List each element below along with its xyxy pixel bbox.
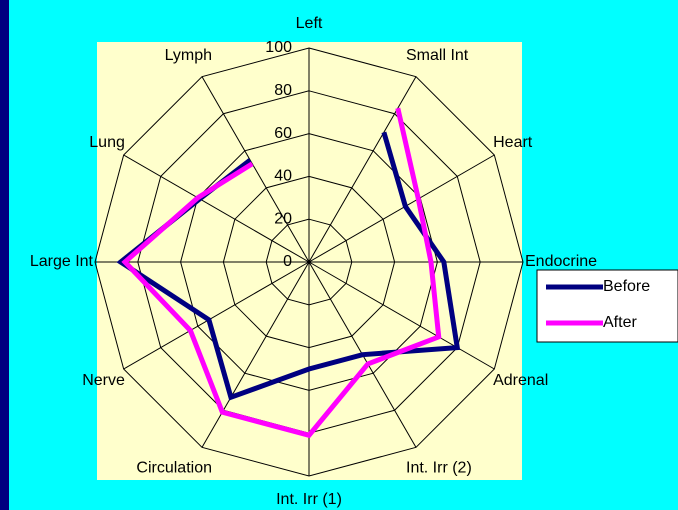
tick-label: 100 [265, 39, 292, 56]
legend-label: Before [603, 278, 650, 295]
legend-box [536, 269, 678, 343]
category-label: Large Int [30, 253, 94, 270]
spoke [201, 76, 310, 263]
edge-strip [0, 0, 9, 510]
spoke [123, 261, 310, 370]
spoke [201, 261, 310, 448]
category-label: Adrenal [493, 372, 548, 389]
category-label: Small Int [406, 47, 469, 64]
category-label: Lung [89, 134, 125, 151]
category-label: Circulation [136, 459, 212, 476]
spoke [123, 154, 310, 263]
spoke [308, 76, 417, 263]
tick-label: 0 [283, 253, 292, 270]
category-label: Int. Irr (1) [276, 491, 342, 508]
category-label: Endocrine [525, 253, 597, 270]
category-label: Heart [493, 134, 533, 151]
tick-label: 20 [274, 210, 292, 227]
category-label: Left [296, 15, 323, 32]
legend-label: After [603, 314, 637, 331]
tick-label: 80 [274, 82, 292, 99]
series-line [121, 107, 442, 439]
category-label: Nerve [82, 372, 125, 389]
spoke [308, 154, 495, 263]
spoke [308, 261, 495, 370]
category-label: Int. Irr (2) [406, 459, 472, 476]
tick-label: 60 [274, 125, 292, 142]
tick-label: 40 [274, 168, 292, 185]
category-label: Lymph [165, 47, 212, 64]
